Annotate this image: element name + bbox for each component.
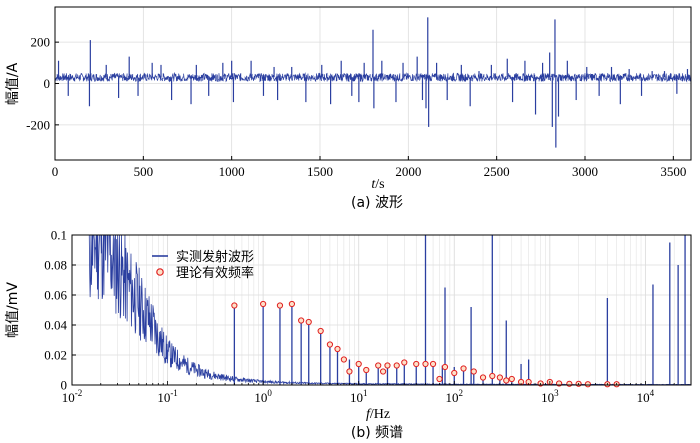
spectrum-y-tick-label: 0.1: [51, 228, 67, 243]
legend-label-theoretical: 理论有效频率: [176, 265, 254, 281]
spectrum-theory-marker: [413, 360, 420, 368]
spectrum-x-tick-label: 101: [350, 388, 368, 405]
waveform-x-tick-label: 1000: [219, 164, 245, 179]
spectrum-theory-marker: [346, 368, 353, 375]
spectrum-theory-marker: [460, 365, 467, 372]
legend-marker-swatch: [156, 268, 164, 276]
spectrum-theory-marker: [355, 360, 362, 368]
spectrum-plot-frame: [71, 234, 692, 386]
spectrum-y-tick-label: 0.04: [44, 318, 67, 333]
spectrum-theory-marker: [584, 381, 591, 388]
waveform-grid: [54, 7, 691, 160]
spectrum-y-axis-label: 幅值/mV: [5, 282, 21, 338]
spectrum-theory-marker: [326, 341, 334, 348]
spectrum-x-axis-var: f: [366, 407, 372, 422]
spectrum-y-tick-label: 0: [61, 378, 68, 393]
spectrum-theory-marker: [334, 345, 341, 353]
spectrum-legend: 实测发射波形 理论有效频率: [152, 249, 254, 281]
waveform-x-tick-label: 1500: [307, 164, 333, 179]
spectrum-caption: (b) 频谱: [351, 425, 403, 441]
spectrum-x-axis-label: f/Hz: [366, 407, 390, 422]
waveform-x-axis-var: t: [371, 177, 376, 192]
spectrum-theory-marker: [401, 359, 408, 366]
spectrum-x-tick-label: 103: [541, 388, 559, 405]
spectrum-theoretical-markers: [231, 300, 620, 388]
legend-label-measured: 实测发射波形: [176, 249, 254, 265]
spectrum-y-tick-label: 0.02: [44, 348, 67, 363]
spectrum-theory-marker: [496, 374, 503, 381]
waveform-x-ticks: 0 500 1000 1500 2000 2500 3000 3500: [52, 156, 686, 179]
spectrum-x-tick-label: 100: [254, 388, 272, 405]
waveform-x-tick-label: 2000: [395, 164, 421, 179]
waveform-y-ticks: -200 0 200: [26, 35, 59, 132]
spectrum-x-tick-label: 104: [637, 388, 655, 405]
waveform-panel: 0 500 1000 1500 2000 2500 3000 3500 -200 0 200 t/…: [5, 6, 692, 211]
spectrum-x-tick-label: 10-1: [157, 388, 178, 405]
spectrum-theory-marker: [298, 317, 305, 324]
spectrum-theory-marker: [422, 360, 429, 368]
waveform-x-tick-label: 500: [134, 164, 154, 179]
waveform-y-tick-label: 200: [31, 35, 51, 50]
spectrum-theory-marker: [276, 302, 284, 309]
spectrum-x-tick-label: 10-2: [62, 388, 83, 405]
spectrum-theory-marker: [451, 369, 458, 377]
spectrum-panel: 10-2 10-1 100 101 102 103 104 0 0.02 0.04 0.06 0.0…: [5, 228, 692, 441]
spectrum-theory-marker: [436, 375, 443, 383]
spectrum-y-ticks: 0 0.02 0.04 0.06 0.08 0.1: [44, 228, 76, 393]
spectrum-measured-peaks: [233, 235, 686, 385]
spectrum-theory-marker: [260, 300, 267, 308]
waveform-caption: (a) 波形: [351, 195, 403, 211]
waveform-x-tick-label: 0: [52, 164, 59, 179]
waveform-x-axis-unit: /s: [375, 177, 384, 192]
spectrum-theory-marker: [375, 362, 382, 369]
spectrum-y-tick-label: 0.08: [44, 258, 67, 273]
spectrum-theory-marker: [231, 302, 238, 309]
spectrum-theory-marker: [340, 356, 347, 363]
waveform-x-tick-label: 2500: [484, 164, 510, 179]
spectrum-theory-marker: [288, 300, 296, 308]
spectrum-theory-marker: [441, 363, 449, 371]
spectrum-x-tick-label: 102: [446, 388, 464, 405]
spectrum-y-tick-label: 0.06: [44, 288, 67, 303]
waveform-x-tick-label: 3500: [660, 164, 686, 179]
spectrum-theory-marker: [508, 375, 515, 383]
waveform-y-tick-label: -200: [26, 117, 50, 132]
spectrum-x-axis-unit: /Hz: [370, 407, 390, 422]
waveform-y-axis-label: 幅值/A: [5, 62, 21, 105]
spectrum-theory-marker: [384, 362, 391, 369]
spectrum-theory-marker: [363, 366, 370, 374]
spectrum-theory-marker: [479, 374, 487, 381]
spectrum-theory-marker: [489, 372, 496, 380]
spectrum-theory-marker: [566, 380, 573, 387]
spectrum-theory-marker: [393, 362, 400, 369]
waveform-spikes: [57, 17, 689, 148]
waveform-x-tick-label: 3000: [572, 164, 598, 179]
spectrum-theory-marker: [379, 368, 387, 375]
spectrum-theory-marker: [429, 360, 437, 368]
spectrum-theory-marker: [305, 318, 312, 326]
spectrum-theory-marker: [503, 377, 510, 384]
spectrum-theory-marker: [470, 368, 477, 375]
spectrum-x-ticks: 10-2 10-1 100 101 102 103 104: [62, 381, 692, 405]
waveform-x-axis-label: t/s: [371, 177, 384, 192]
waveform-y-tick-label: 0: [44, 76, 51, 91]
spectrum-theory-marker: [317, 327, 324, 335]
